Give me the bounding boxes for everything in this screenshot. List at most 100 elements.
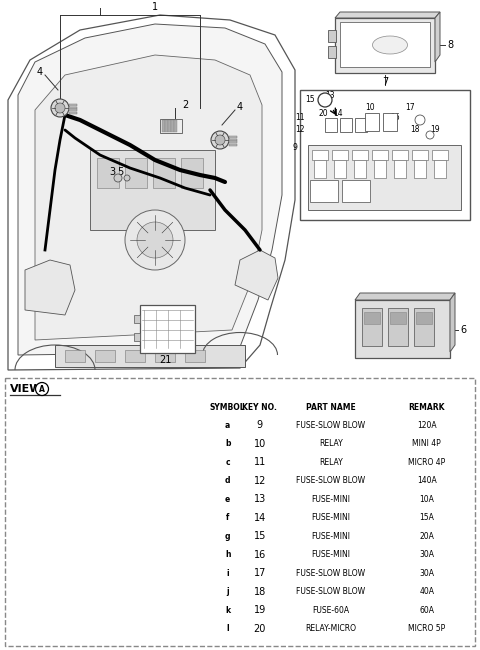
Text: e: e bbox=[190, 413, 194, 417]
Text: 15A: 15A bbox=[420, 514, 434, 522]
Text: j: j bbox=[191, 580, 193, 584]
Bar bbox=[155, 350, 175, 362]
Bar bbox=[362, 308, 382, 346]
Text: j: j bbox=[191, 489, 193, 493]
Text: 17: 17 bbox=[253, 568, 266, 578]
Text: f: f bbox=[226, 514, 229, 522]
Bar bbox=[416, 312, 432, 324]
Bar bbox=[328, 46, 336, 58]
Bar bbox=[20, 412, 36, 426]
Bar bbox=[414, 160, 426, 178]
Text: 13: 13 bbox=[253, 494, 266, 504]
Text: 15: 15 bbox=[305, 96, 315, 105]
Bar bbox=[355, 118, 367, 132]
Text: c: c bbox=[26, 417, 29, 421]
Text: FUSE-SLOW BLOW: FUSE-SLOW BLOW bbox=[296, 587, 365, 596]
Text: 20: 20 bbox=[318, 109, 328, 118]
Text: k: k bbox=[225, 606, 230, 615]
Text: 16: 16 bbox=[253, 550, 266, 560]
Text: 120A: 120A bbox=[417, 421, 437, 430]
Bar bbox=[69, 112, 77, 114]
Text: cf3: cf3 bbox=[24, 547, 32, 551]
Text: c: c bbox=[26, 528, 29, 534]
Text: cf3: cf3 bbox=[46, 603, 54, 608]
Text: FUSE-SLOW BLOW: FUSE-SLOW BLOW bbox=[296, 476, 365, 486]
Text: MICRO 4P: MICRO 4P bbox=[408, 458, 445, 467]
Bar bbox=[20, 500, 42, 520]
Text: b: b bbox=[96, 584, 103, 594]
Bar bbox=[308, 145, 461, 210]
Text: b: b bbox=[96, 437, 103, 447]
Bar bbox=[213, 398, 469, 638]
Text: j: j bbox=[227, 587, 229, 596]
Text: c: c bbox=[47, 504, 49, 510]
Bar bbox=[125, 158, 147, 188]
Bar bbox=[97, 158, 119, 188]
Text: 10A: 10A bbox=[420, 495, 434, 504]
Bar bbox=[69, 107, 77, 109]
Text: MICRO 5P: MICRO 5P bbox=[408, 624, 445, 633]
Circle shape bbox=[137, 222, 173, 258]
Text: k: k bbox=[190, 469, 194, 474]
Text: cf3: cf3 bbox=[24, 636, 32, 640]
Text: a: a bbox=[190, 601, 194, 606]
Bar bbox=[41, 412, 57, 426]
Text: 1: 1 bbox=[152, 2, 158, 12]
Circle shape bbox=[415, 115, 425, 125]
Circle shape bbox=[215, 135, 225, 145]
Text: RELAY: RELAY bbox=[319, 458, 343, 467]
Text: 60A: 60A bbox=[419, 606, 434, 615]
Text: c: c bbox=[226, 458, 230, 467]
Bar bbox=[229, 136, 237, 138]
Text: 30A: 30A bbox=[419, 551, 434, 559]
Text: A: A bbox=[39, 385, 45, 393]
Text: g: g bbox=[225, 532, 230, 541]
Text: c: c bbox=[26, 625, 29, 629]
Text: MINI 4P: MINI 4P bbox=[412, 439, 441, 448]
Text: 9: 9 bbox=[293, 144, 298, 153]
Bar bbox=[434, 160, 446, 178]
Circle shape bbox=[55, 103, 65, 113]
Text: i: i bbox=[191, 599, 193, 603]
Text: 11: 11 bbox=[295, 114, 305, 122]
Bar bbox=[174, 120, 177, 132]
Text: 18: 18 bbox=[410, 125, 420, 135]
Bar bbox=[340, 22, 430, 67]
Circle shape bbox=[426, 131, 434, 139]
Text: cf3: cf3 bbox=[24, 452, 32, 456]
Text: 5: 5 bbox=[117, 167, 123, 177]
Bar bbox=[185, 575, 199, 589]
Polygon shape bbox=[235, 250, 278, 300]
Polygon shape bbox=[435, 12, 440, 62]
Text: 9: 9 bbox=[257, 421, 263, 430]
Bar bbox=[335, 18, 435, 73]
Text: cg3: cg3 bbox=[24, 560, 33, 564]
Text: 7: 7 bbox=[382, 77, 388, 87]
Bar bbox=[77, 562, 122, 617]
Bar bbox=[229, 144, 237, 146]
Bar bbox=[185, 598, 199, 612]
Text: 10: 10 bbox=[365, 103, 375, 112]
Text: h: h bbox=[225, 551, 230, 559]
Text: j: j bbox=[191, 508, 193, 512]
Bar bbox=[20, 570, 36, 584]
Bar bbox=[300, 90, 470, 220]
Text: FUSE-60A: FUSE-60A bbox=[312, 606, 349, 615]
Text: c: c bbox=[26, 575, 29, 580]
Text: RELAY: RELAY bbox=[319, 439, 343, 448]
Text: cfa: cfa bbox=[46, 610, 54, 614]
Bar bbox=[365, 113, 379, 131]
Text: cf3: cf3 bbox=[45, 437, 53, 443]
Bar bbox=[171, 120, 173, 132]
Text: 18: 18 bbox=[253, 587, 266, 597]
Text: 13: 13 bbox=[325, 90, 335, 99]
Text: cg3: cg3 bbox=[24, 610, 33, 614]
Bar bbox=[72, 392, 127, 402]
Bar bbox=[185, 594, 199, 608]
Bar bbox=[185, 446, 199, 460]
Bar bbox=[140, 305, 195, 353]
Bar bbox=[372, 150, 388, 160]
Text: ce3: ce3 bbox=[24, 445, 32, 450]
Text: 17: 17 bbox=[405, 103, 415, 112]
Circle shape bbox=[23, 619, 37, 633]
